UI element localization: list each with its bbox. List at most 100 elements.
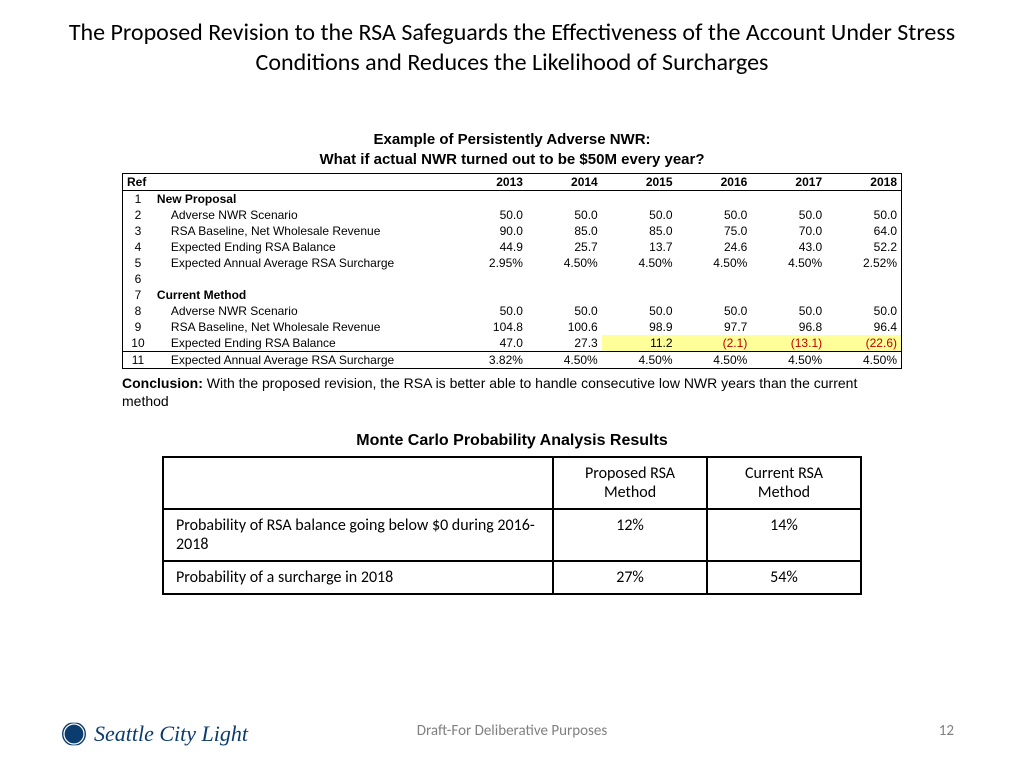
value-cell: 64.0 [826, 223, 901, 239]
t2-r1-v2: 54% [707, 561, 861, 594]
value-cell: 13.7 [602, 239, 677, 255]
value-cell: 50.0 [826, 303, 901, 319]
value-cell [751, 191, 826, 208]
ref-cell: 4 [123, 239, 153, 255]
value-cell: 4.50% [826, 352, 901, 369]
example-title: Example of Persistently Adverse NWR: Wha… [0, 130, 1024, 169]
value-cell: 24.6 [677, 239, 752, 255]
value-cell: (2.1) [677, 335, 752, 352]
ref-cell: 2 [123, 207, 153, 223]
label-cell: Expected Annual Average RSA Surcharge [153, 352, 452, 369]
t2-r0-label: Probability of RSA balance going below $… [163, 509, 553, 561]
value-cell: 90.0 [452, 223, 527, 239]
value-cell: (13.1) [751, 335, 826, 352]
value-cell: 104.8 [452, 319, 527, 335]
ref-cell: 5 [123, 255, 153, 271]
ref-cell: 6 [123, 271, 153, 287]
value-cell: 96.8 [751, 319, 826, 335]
value-cell: 50.0 [602, 303, 677, 319]
table1-row: 4Expected Ending RSA Balance44.925.713.7… [123, 239, 901, 255]
value-cell [602, 271, 677, 287]
ref-cell: 11 [123, 352, 153, 369]
table1-row: 3RSA Baseline, Net Wholesale Revenue90.0… [123, 223, 901, 239]
label-cell: Adverse NWR Scenario [153, 303, 452, 319]
value-cell: 85.0 [602, 223, 677, 239]
value-cell [677, 287, 752, 303]
t2-head-proposed: Proposed RSA Method [553, 457, 707, 509]
value-cell: 25.7 [527, 239, 602, 255]
example-title-line2: What if actual NWR turned out to be $50M… [319, 151, 704, 168]
value-cell: 2.95% [452, 255, 527, 271]
header-y3: 2016 [677, 174, 752, 191]
value-cell [677, 191, 752, 208]
ref-cell: 7 [123, 287, 153, 303]
label-cell: Expected Ending RSA Balance [153, 239, 452, 255]
conclusion-text: With the proposed revision, the RSA is b… [122, 375, 857, 409]
value-cell: 2.52% [826, 255, 901, 271]
page-number: 12 [939, 722, 954, 740]
draft-label: Draft-For Deliberative Purposes [0, 722, 1024, 740]
monte-carlo-table: Proposed RSA Method Current RSA Method P… [162, 456, 862, 595]
t2-row-1: Probability of a surcharge in 2018 27% 5… [163, 561, 861, 594]
table1-header-row: Ref 2013 2014 2015 2016 2017 2018 [123, 174, 901, 191]
value-cell: 4.50% [677, 255, 752, 271]
header-blank [153, 174, 452, 191]
value-cell: 4.50% [751, 255, 826, 271]
value-cell: 50.0 [677, 303, 752, 319]
page-title: The Proposed Revision to the RSA Safegua… [0, 0, 1024, 78]
table1-row: 9RSA Baseline, Net Wholesale Revenue104.… [123, 319, 901, 335]
value-cell: 50.0 [826, 207, 901, 223]
value-cell: 98.9 [602, 319, 677, 335]
footer: Seattle City Light Draft-For Deliberativ… [0, 708, 1024, 748]
value-cell: 50.0 [751, 207, 826, 223]
ref-cell: 9 [123, 319, 153, 335]
table1-row: 1New Proposal [123, 191, 901, 208]
ref-cell: 8 [123, 303, 153, 319]
label-cell: New Proposal [153, 191, 452, 208]
example-title-line1: Example of Persistently Adverse NWR: [373, 131, 650, 148]
value-cell [452, 287, 527, 303]
label-cell: RSA Baseline, Net Wholesale Revenue [153, 223, 452, 239]
value-cell: 50.0 [677, 207, 752, 223]
ref-cell: 1 [123, 191, 153, 208]
value-cell: 11.2 [602, 335, 677, 352]
ref-cell: 3 [123, 223, 153, 239]
value-cell: 75.0 [677, 223, 752, 239]
value-cell: 50.0 [527, 207, 602, 223]
value-cell: 70.0 [751, 223, 826, 239]
table1-row: 7Current Method [123, 287, 901, 303]
table1-row: 2Adverse NWR Scenario50.050.050.050.050.… [123, 207, 901, 223]
value-cell: (22.6) [826, 335, 901, 352]
t2-r1-v1: 27% [553, 561, 707, 594]
value-cell [826, 191, 901, 208]
table1-row: 10Expected Ending RSA Balance47.027.311.… [123, 335, 901, 352]
t2-r1-label: Probability of a surcharge in 2018 [163, 561, 553, 594]
header-y0: 2013 [452, 174, 527, 191]
value-cell: 27.3 [527, 335, 602, 352]
value-cell: 47.0 [452, 335, 527, 352]
value-cell [527, 287, 602, 303]
value-cell: 3.82% [452, 352, 527, 369]
t2-row-0: Probability of RSA balance going below $… [163, 509, 861, 561]
value-cell [527, 271, 602, 287]
label-cell: Current Method [153, 287, 452, 303]
value-cell: 50.0 [527, 303, 602, 319]
value-cell [602, 191, 677, 208]
value-cell [602, 287, 677, 303]
value-cell: 4.50% [677, 352, 752, 369]
value-cell [452, 271, 527, 287]
value-cell: 4.50% [602, 352, 677, 369]
table1-row: 6 [123, 271, 901, 287]
header-y1: 2014 [527, 174, 602, 191]
value-cell: 50.0 [452, 207, 527, 223]
label-cell: Adverse NWR Scenario [153, 207, 452, 223]
value-cell: 4.50% [751, 352, 826, 369]
t2-r0-v2: 14% [707, 509, 861, 561]
value-cell: 50.0 [602, 207, 677, 223]
value-cell [826, 271, 901, 287]
ref-cell: 10 [123, 335, 153, 352]
label-cell: RSA Baseline, Net Wholesale Revenue [153, 319, 452, 335]
value-cell: 52.2 [826, 239, 901, 255]
t2-head-blank [163, 457, 553, 509]
value-cell: 85.0 [527, 223, 602, 239]
